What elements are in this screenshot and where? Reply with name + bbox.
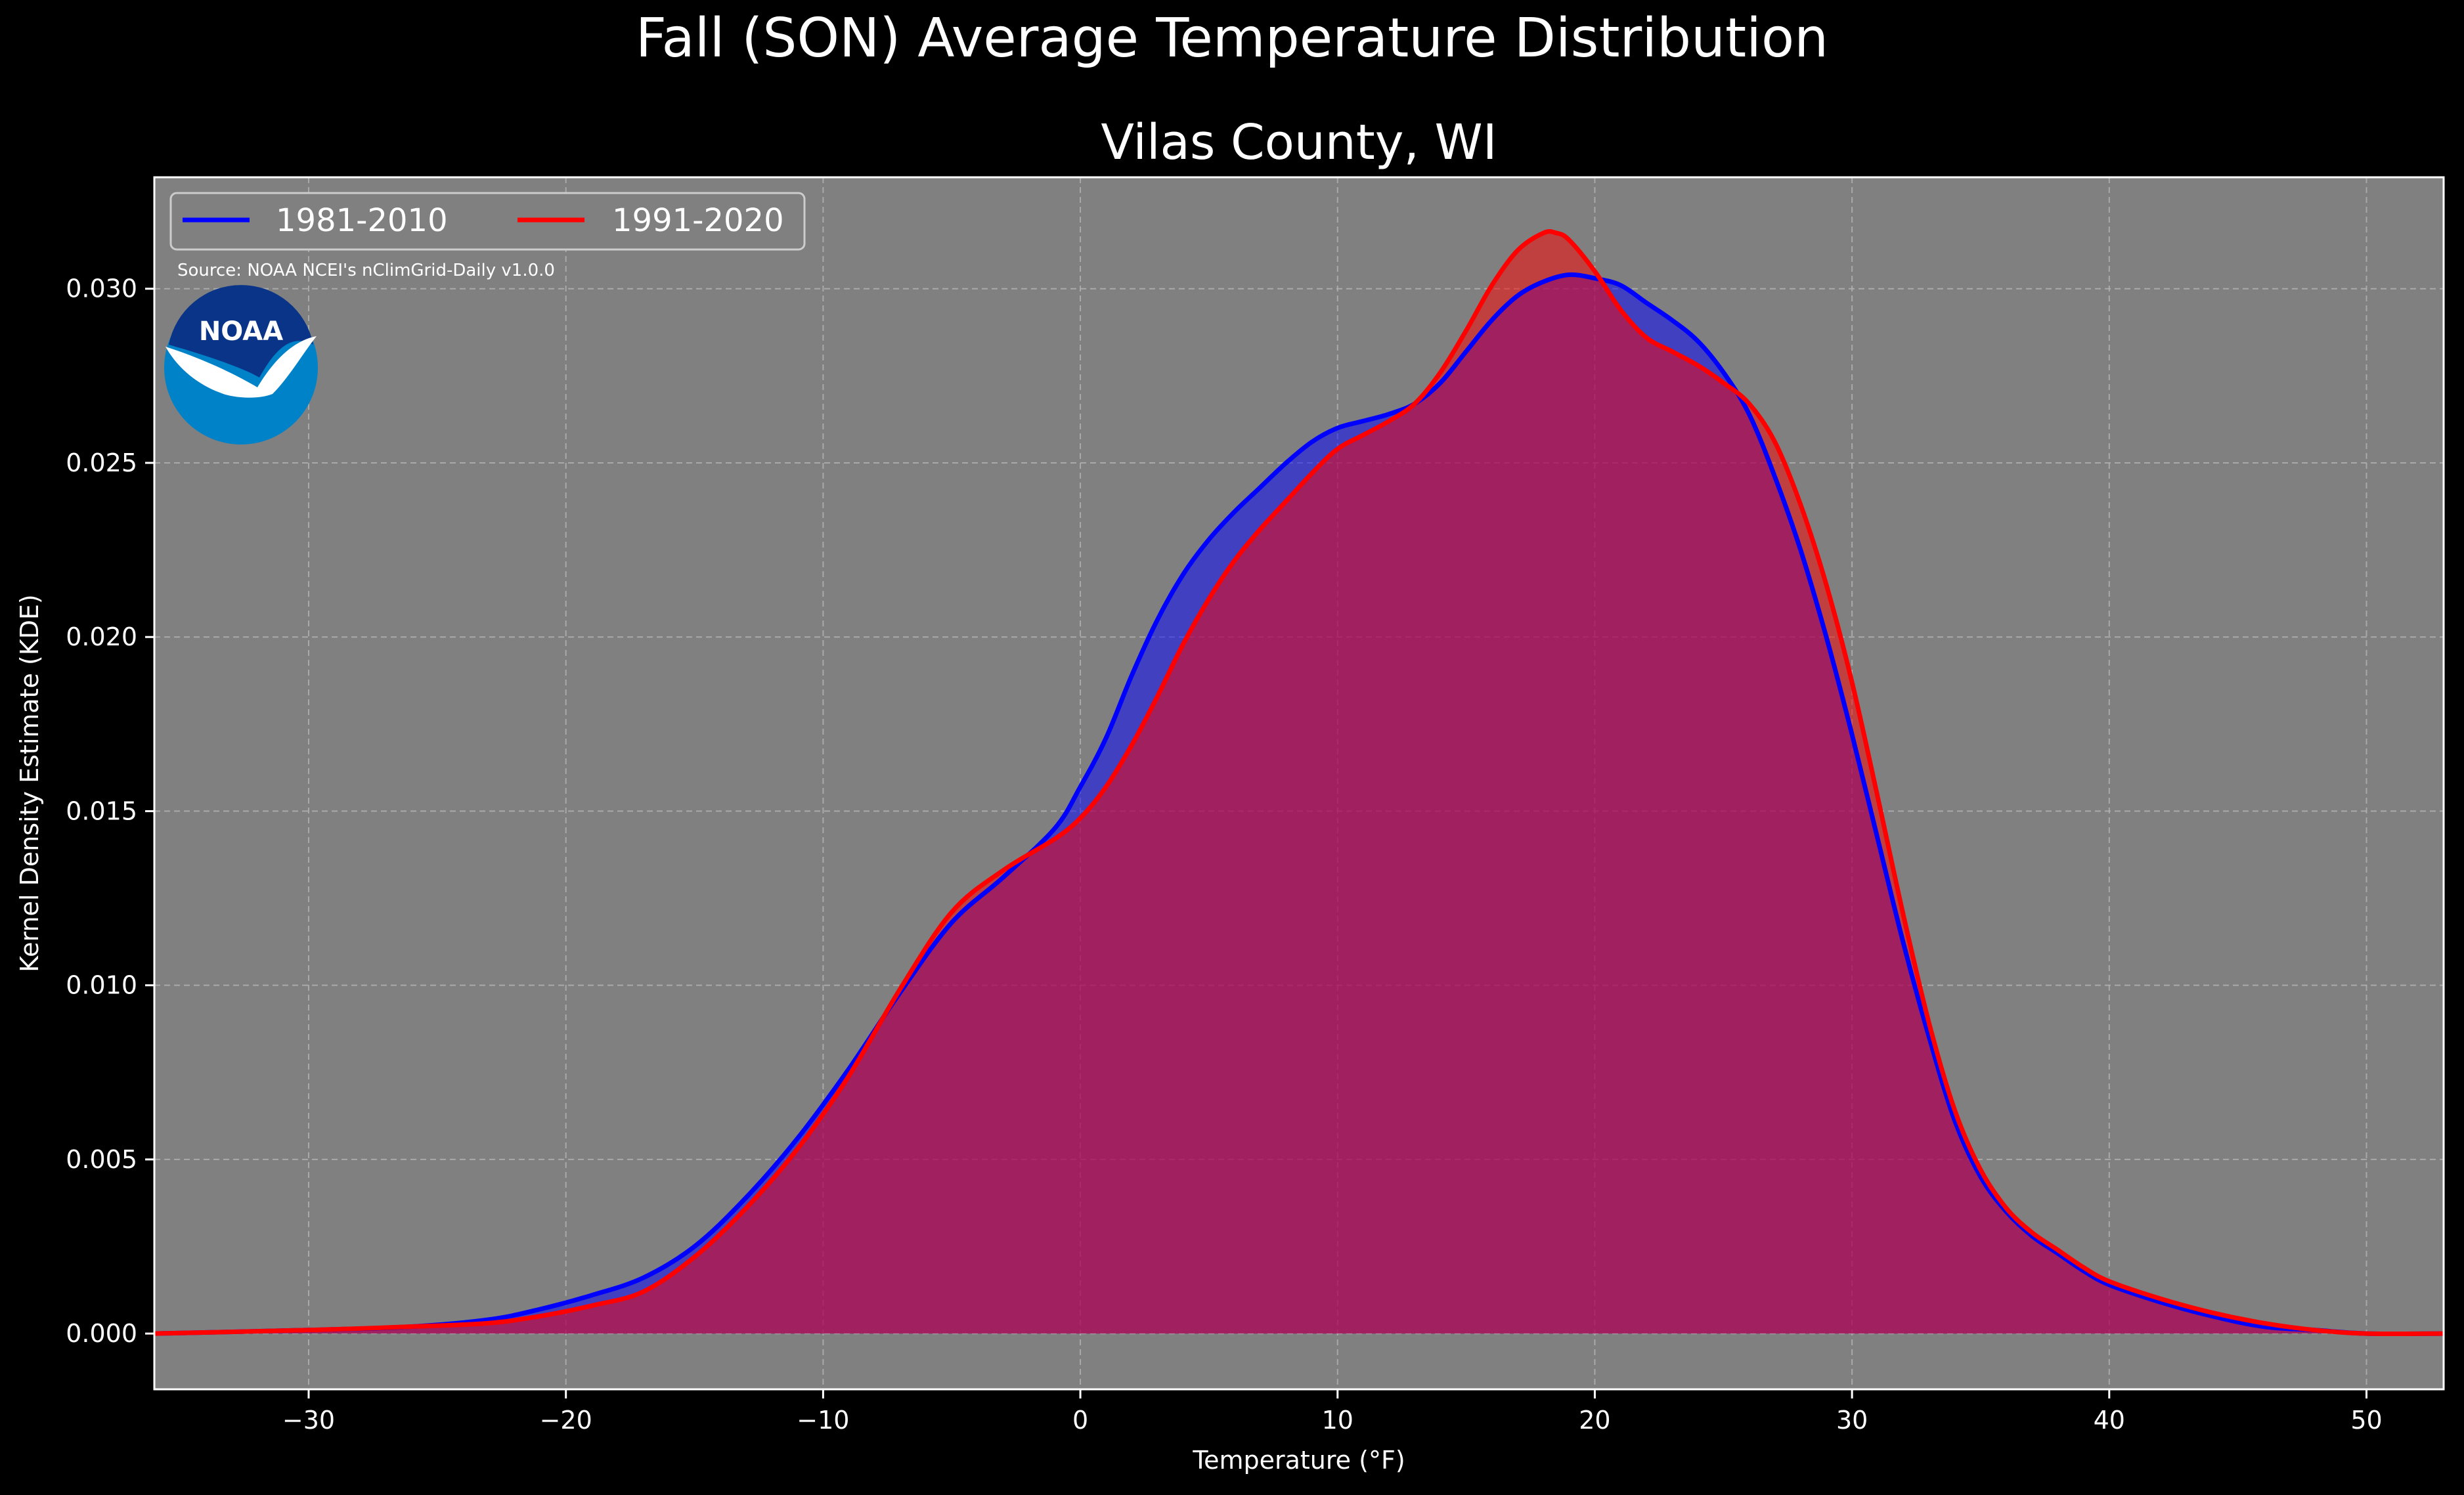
chart-suptitle: Fall (SON) Average Temperature Distribut… [636,7,1828,70]
noaa-logo-upper [169,285,313,378]
y-tick-label: 0.020 [66,622,137,651]
x-tick-label: −20 [540,1406,592,1435]
series-line-1991-2020 [154,228,2444,1336]
x-axis-label: Temperature (°F) [1192,1446,1405,1475]
noaa-logo-text: NOAA [199,316,283,347]
chart-title: Vilas County, WI [1101,114,1497,171]
y-tick-label: 0.000 [66,1319,137,1348]
plot-area [153,176,2445,1391]
y-tick-label: 0.010 [66,971,137,1000]
x-tick-label: −30 [282,1406,335,1435]
y-axis-ticks: 0.000 0.005 0.010 0.015 0.020 0.025 0.030 [66,274,154,1348]
noaa-logo-bird [165,336,317,398]
series-line-1981-2010 [154,272,2444,1336]
y-axis-label: Kernel Density Estimate (KDE) [15,594,44,972]
x-tick-label: 0 [1072,1406,1088,1435]
legend-box [169,192,806,251]
axes-frame [153,176,2445,1391]
y-tick-label: 0.015 [66,796,137,825]
y-tick-label: 0.030 [66,274,137,303]
x-tick-label: 10 [1322,1406,1353,1435]
y-tick-label: 0.005 [66,1145,137,1174]
noaa-logo-icon: NOAA [164,285,318,444]
y-tick-label: 0.025 [66,448,137,477]
x-tick-label: −10 [797,1406,849,1435]
x-tick-label: 50 [2350,1406,2382,1435]
legend: 1981-2010 1991-2020 [169,192,806,251]
legend-label-1981-2010: 1981-2010 [276,202,448,239]
x-axis-ticks: −30 −20 −10 0 10 20 30 40 50 [282,1389,2383,1435]
series-area-1991-2020 [154,231,2444,1334]
series-group [154,228,2444,1336]
x-tick-label: 40 [2094,1406,2125,1435]
source-note: Source: NOAA NCEI's nClimGrid-Daily v1.0… [177,261,555,280]
legend-label-1991-2020: 1991-2020 [612,202,784,239]
x-tick-label: 30 [1836,1406,1868,1435]
x-tick-label: 20 [1579,1406,1610,1435]
